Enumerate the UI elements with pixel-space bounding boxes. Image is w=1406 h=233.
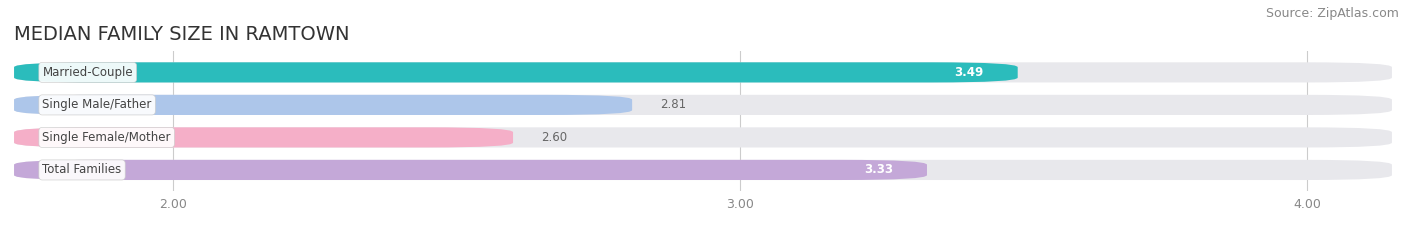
Text: 2.60: 2.60 xyxy=(541,131,568,144)
FancyBboxPatch shape xyxy=(14,95,633,115)
Text: Married-Couple: Married-Couple xyxy=(42,66,134,79)
FancyBboxPatch shape xyxy=(14,160,1392,180)
FancyBboxPatch shape xyxy=(14,62,1392,82)
FancyBboxPatch shape xyxy=(14,160,927,180)
Text: MEDIAN FAMILY SIZE IN RAMTOWN: MEDIAN FAMILY SIZE IN RAMTOWN xyxy=(14,25,350,44)
FancyBboxPatch shape xyxy=(14,127,1392,147)
Text: Source: ZipAtlas.com: Source: ZipAtlas.com xyxy=(1265,7,1399,20)
Text: Single Male/Father: Single Male/Father xyxy=(42,98,152,111)
Text: 2.81: 2.81 xyxy=(661,98,686,111)
Text: Total Families: Total Families xyxy=(42,163,122,176)
FancyBboxPatch shape xyxy=(14,127,513,147)
FancyBboxPatch shape xyxy=(14,62,1018,82)
Text: 3.49: 3.49 xyxy=(955,66,984,79)
Text: 3.33: 3.33 xyxy=(863,163,893,176)
FancyBboxPatch shape xyxy=(14,95,1392,115)
Text: Single Female/Mother: Single Female/Mother xyxy=(42,131,172,144)
